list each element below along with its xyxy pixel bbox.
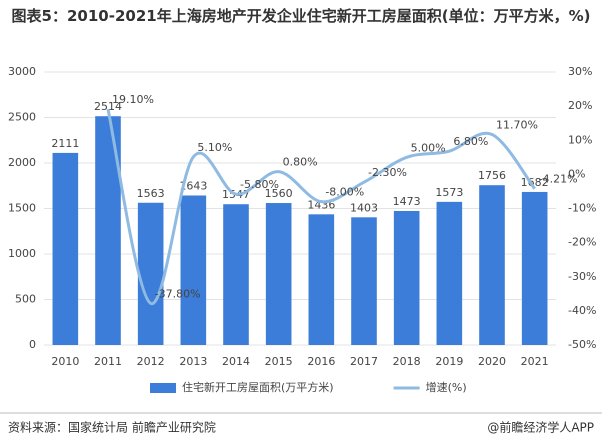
y2-tick-label: 30% bbox=[568, 65, 592, 78]
line-label: -4.21% bbox=[539, 173, 578, 186]
line-label: -37.80% bbox=[155, 287, 201, 300]
x-tick-label: 2020 bbox=[478, 355, 506, 368]
line-label: -2.30% bbox=[368, 166, 407, 179]
bar bbox=[479, 185, 505, 345]
x-tick-label: 2011 bbox=[94, 355, 122, 368]
y2-tick-label: -40% bbox=[568, 304, 596, 317]
y-tick-label: 1000 bbox=[8, 247, 36, 260]
y-tick-label: 0 bbox=[29, 338, 36, 351]
y-tick-label: 2000 bbox=[8, 156, 36, 169]
y2-tick-label: -30% bbox=[568, 270, 596, 283]
bar-label: 1560 bbox=[265, 187, 293, 200]
line-label: 11.70% bbox=[496, 118, 538, 131]
bar-label: 2514 bbox=[94, 100, 122, 113]
y-tick-label: 3000 bbox=[8, 65, 36, 78]
bar bbox=[95, 116, 121, 345]
y-tick-label: 2500 bbox=[8, 111, 36, 124]
line-label: -8.00% bbox=[325, 186, 364, 199]
bar bbox=[52, 152, 79, 345]
brand: @前瞻经济学人APP bbox=[487, 420, 594, 435]
line-label: 19.10% bbox=[112, 93, 154, 106]
bar-label: 1403 bbox=[350, 201, 378, 214]
y2-tick-label: -10% bbox=[568, 202, 596, 215]
x-tick-label: 2013 bbox=[179, 355, 207, 368]
bar-label: 2111 bbox=[51, 137, 79, 150]
bar bbox=[265, 203, 292, 345]
y-tick-label: 1500 bbox=[8, 202, 36, 215]
legend-label: 住宅新开工房屋面积(万平方米) bbox=[182, 380, 334, 394]
line-label: 6.80% bbox=[453, 135, 488, 148]
y2-tick-label: 10% bbox=[568, 133, 592, 146]
x-tick-label: 2021 bbox=[521, 355, 549, 368]
bar-label: 1563 bbox=[137, 187, 165, 200]
bar bbox=[308, 214, 335, 345]
line-label: 0.80% bbox=[283, 156, 318, 169]
y2-tick-label: 0% bbox=[568, 167, 585, 180]
legend-swatch bbox=[150, 383, 176, 393]
bar bbox=[223, 204, 249, 345]
x-tick-label: 2010 bbox=[51, 355, 79, 368]
bar bbox=[393, 210, 420, 345]
chart-title: 图表5：2010-2021年上海房地产开发企业住宅新开工房屋面积(单位：万平方米… bbox=[11, 7, 591, 25]
line-label: 5.00% bbox=[411, 141, 446, 154]
x-tick-label: 2016 bbox=[307, 355, 335, 368]
line-label: 5.10% bbox=[197, 141, 232, 154]
source: 资料来源：国家统计局 前瞻产业研究院 bbox=[8, 420, 216, 435]
x-tick-label: 2012 bbox=[137, 355, 165, 368]
y2-tick-label: -50% bbox=[568, 338, 596, 351]
x-tick-label: 2017 bbox=[350, 355, 378, 368]
bar bbox=[180, 195, 207, 345]
line bbox=[106, 108, 536, 305]
y2-tick-label: -20% bbox=[568, 236, 596, 249]
bar bbox=[137, 202, 164, 345]
bar bbox=[436, 201, 463, 345]
x-tick-label: 2014 bbox=[222, 355, 250, 368]
legend-label: 增速(%) bbox=[426, 380, 467, 394]
bar-label: 1573 bbox=[435, 186, 463, 199]
bar bbox=[351, 217, 377, 345]
x-tick-label: 2018 bbox=[393, 355, 421, 368]
line-label: -5.80% bbox=[240, 178, 279, 191]
bar bbox=[521, 191, 548, 345]
x-tick-label: 2015 bbox=[265, 355, 293, 368]
x-tick-label: 2019 bbox=[435, 355, 463, 368]
bar-label: 1473 bbox=[393, 195, 421, 208]
bar-label: 1756 bbox=[478, 169, 506, 182]
y-tick-label: 500 bbox=[15, 293, 36, 306]
y2-tick-label: 20% bbox=[568, 99, 592, 112]
bar-label: 1643 bbox=[179, 179, 207, 192]
